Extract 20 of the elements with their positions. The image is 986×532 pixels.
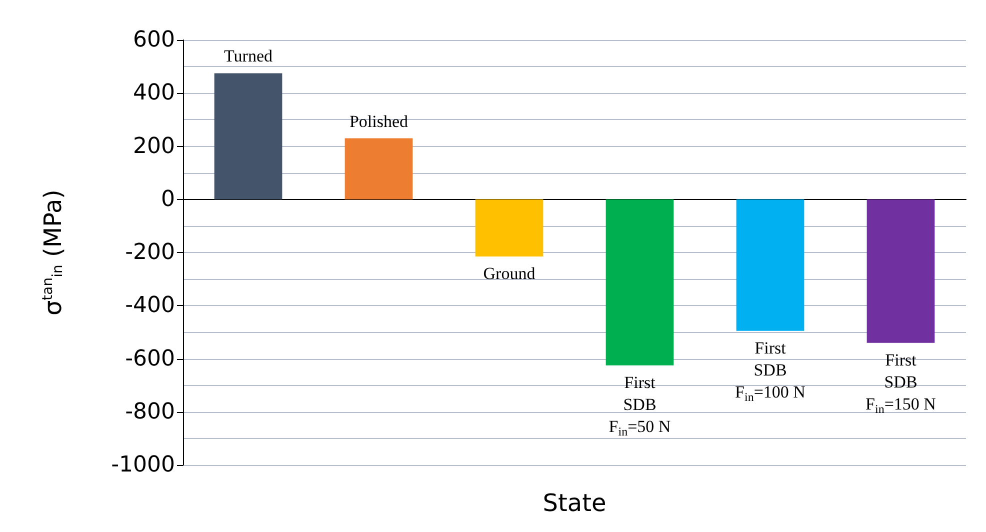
y-tick-label: 400 (133, 80, 175, 106)
bar (606, 199, 674, 366)
y-axis-title: σtanin (MPa) (39, 189, 67, 316)
bar (736, 199, 804, 331)
x-tick-label: Turned (224, 46, 273, 66)
y-tick-label: 600 (133, 28, 175, 52)
x-axis-title: State (542, 489, 606, 517)
y-tick-label: -800 (125, 399, 175, 424)
y-tick-label: -600 (125, 346, 175, 372)
bar (475, 199, 544, 256)
bar (214, 73, 282, 200)
y-tick-label: -400 (125, 293, 175, 318)
x-tick-label: Polished (349, 112, 409, 131)
y-tick-label: 0 (161, 186, 175, 212)
y-tick-label: -1000 (111, 452, 175, 478)
bar (344, 138, 413, 200)
y-tick-label: 200 (133, 134, 175, 159)
y-tick-label: -200 (125, 240, 175, 265)
x-tick-label: Ground (483, 264, 536, 283)
bar (866, 199, 935, 343)
